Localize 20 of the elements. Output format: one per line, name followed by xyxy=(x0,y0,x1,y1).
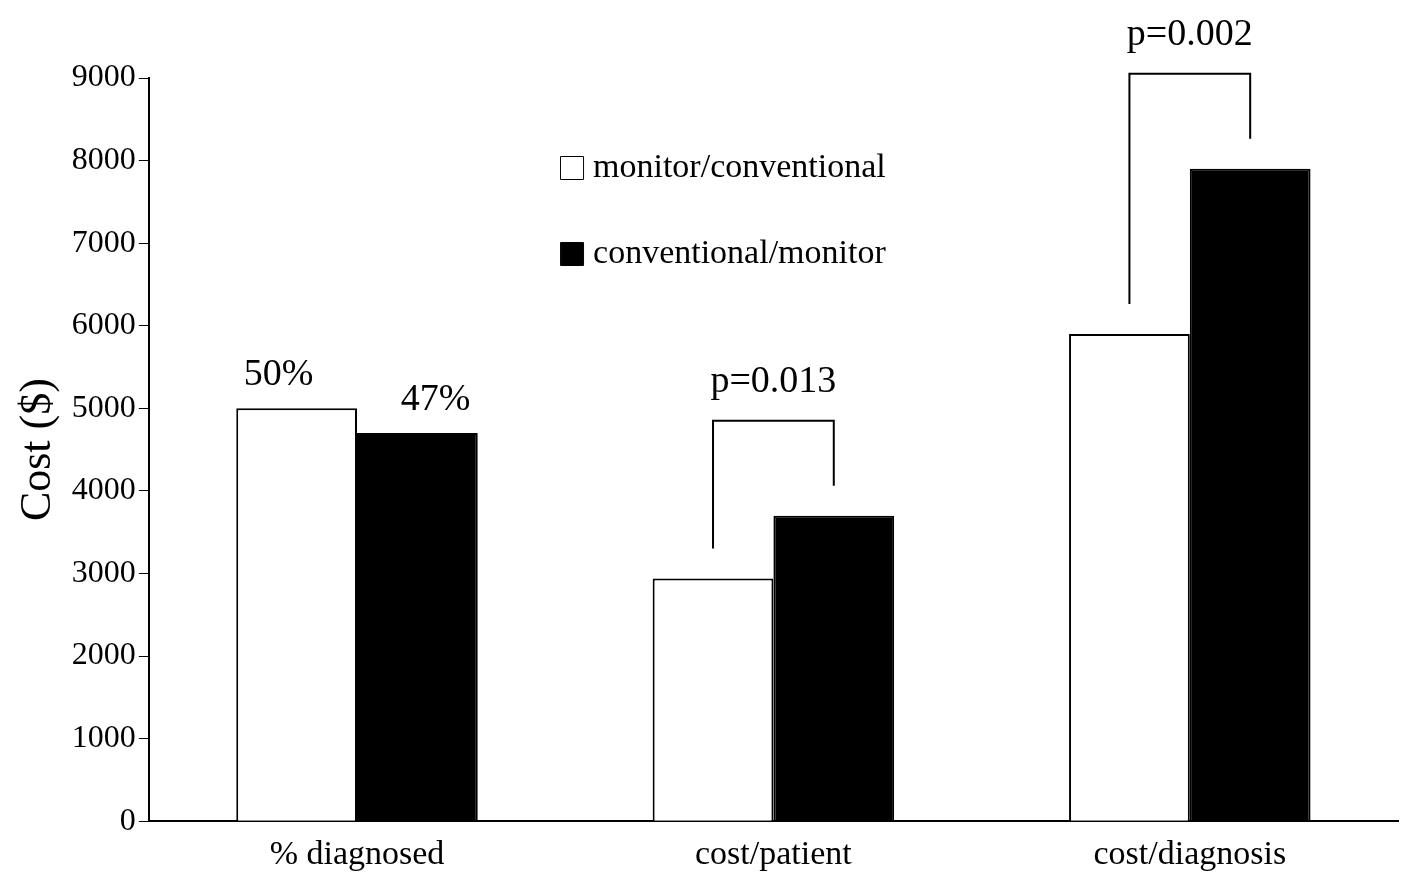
y-axis-title: Cost ($) xyxy=(10,378,60,522)
y-tick-label: 4000 xyxy=(71,470,136,507)
text: p=0.002 xyxy=(1126,10,1253,53)
annotation: 47% xyxy=(400,376,471,419)
y-tick-label: 9000 xyxy=(71,57,136,94)
x-tick-label: % diagnosed xyxy=(269,833,445,871)
y-tick-label: 3000 xyxy=(71,552,136,589)
annotation: 50% xyxy=(243,351,314,394)
y-tick-label: 0 xyxy=(119,800,136,837)
y-tick-label: 2000 xyxy=(71,635,136,672)
legend-label: conventional/monitor xyxy=(593,232,887,270)
annotation: p=0.013 xyxy=(710,357,837,400)
y-tick-label: 6000 xyxy=(71,305,136,342)
y-tick-label: 7000 xyxy=(71,222,136,259)
y-tick-label: 8000 xyxy=(71,139,136,176)
y-tick-label: 5000 xyxy=(71,387,136,424)
x-tick-label: cost/diagnosis xyxy=(1093,833,1287,871)
legend-label: monitor/conventional xyxy=(593,146,886,184)
y-tick-label: 1000 xyxy=(71,718,136,755)
x-tick-label: cost/patient xyxy=(695,833,853,871)
